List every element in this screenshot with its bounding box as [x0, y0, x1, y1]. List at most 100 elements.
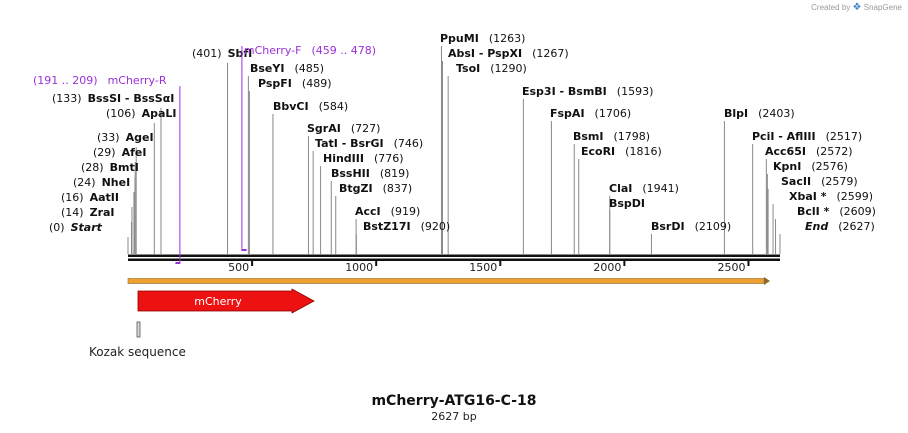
backbone-line-top: [128, 254, 780, 257]
site-position: (29): [93, 146, 116, 159]
site-position: (401): [192, 47, 222, 60]
site-position: (1706): [595, 107, 632, 120]
site-label-bsrdi: BsrDI (2109): [651, 220, 731, 233]
site-label-afei: (29) AfeI: [93, 146, 146, 159]
site-position: (1798): [614, 130, 651, 143]
site-name: EcoRI: [581, 145, 615, 158]
site-label-bsshii: BssHII (819): [331, 167, 409, 180]
site-position: (2579): [821, 175, 858, 188]
site-name: BspDI: [609, 197, 645, 210]
site-position: (2599): [836, 190, 873, 203]
feature-kozak-label: Kozak sequence: [89, 345, 186, 359]
orf-arrowhead: [764, 277, 770, 285]
primer-mark-forward: [241, 249, 247, 251]
site-position: (2517): [826, 130, 863, 143]
site-label-blpi: BlpI (2403): [724, 107, 795, 120]
site-position: (489): [302, 77, 332, 90]
site-name: End: [805, 220, 828, 233]
site-label-bsssi-bsss-i: (133) BssSI - BssSαI: [52, 92, 174, 105]
site-label-btgzi: BtgZI (837): [339, 182, 412, 195]
site-position: (2627): [838, 220, 875, 233]
site-position: (2576): [811, 160, 848, 173]
site-position: (485): [294, 62, 324, 75]
site-name: BmtI: [110, 161, 139, 174]
site-name: PspFI: [258, 77, 292, 90]
backbone-line-bottom: [128, 258, 780, 261]
site-position: (2403): [758, 107, 795, 120]
site-name: BclI *: [797, 205, 830, 218]
site-name: Acc65I: [765, 145, 806, 158]
site-position: (919): [391, 205, 421, 218]
site-position: (1593): [617, 85, 654, 98]
site-name: Esp3I - BsmBI: [522, 85, 607, 98]
credit-prefix: Created by: [811, 3, 851, 12]
site-label-bcli-: BclI * (2609): [797, 205, 876, 218]
site-label-esp3i-bsmbi: Esp3I - BsmBI (1593): [522, 85, 653, 98]
site-name: NheI: [102, 176, 131, 189]
site-name: ClaI: [609, 182, 632, 195]
site-name: SacII: [781, 175, 811, 188]
site-position: (584): [319, 100, 349, 113]
map-title: mCherry-ATG16-C-18: [371, 393, 537, 409]
site-label-fspai: FspAI (1706): [550, 107, 631, 120]
site-label-zrai: (14) ZraI: [61, 206, 115, 219]
site-label-kpni: KpnI (2576): [773, 160, 848, 173]
site-name: HindIII: [323, 152, 364, 165]
site-position: (14): [61, 206, 84, 219]
site-name: BbvCI: [273, 100, 309, 113]
site-label-bstz17i: BstZ17I (920): [363, 220, 450, 233]
site-name: BsrDI: [651, 220, 685, 233]
site-label-hindiii: HindIII (776): [323, 152, 404, 165]
site-name: BlpI: [724, 107, 748, 120]
site-label-pspfi: PspFI (489): [258, 77, 332, 90]
site-label-bbvci: BbvCI (584): [273, 100, 348, 113]
site-position: (2572): [816, 145, 853, 158]
site-position: (0): [49, 221, 65, 234]
site-label-clai: ClaI (1941): [609, 182, 679, 195]
site-position: (920): [421, 220, 451, 233]
site-position: (1263): [489, 32, 526, 45]
feature-mcherry[interactable]: [137, 288, 315, 314]
site-name: SgrAI: [307, 122, 341, 135]
scale-tick-label: 1500: [469, 261, 497, 274]
site-label-bspdi: BspDI: [609, 197, 645, 210]
credit-brand: SnapGene: [863, 3, 902, 12]
map-length: 2627 bp: [431, 410, 477, 423]
site-label-nhei: (24) NheI: [73, 176, 130, 189]
scale-tick-label: 1000: [345, 261, 373, 274]
site-label-acc65i: Acc65I (2572): [765, 145, 853, 158]
primer-name: mCherry-F: [244, 44, 302, 57]
primer-range: (191 .. 209): [33, 74, 98, 87]
site-name: ApaLI: [142, 107, 177, 120]
site-label-aatii: (16) AatII: [61, 191, 119, 204]
site-name: FspAI: [550, 107, 585, 120]
primer-label-forward: mCherry-F (459 .. 478): [244, 44, 376, 57]
site-label-apali: (106) ApaLI: [106, 107, 177, 120]
site-name: KpnI: [773, 160, 801, 173]
site-name: PciI - AflIII: [752, 130, 816, 143]
site-name: ZraI: [90, 206, 115, 219]
site-name: SbfI: [228, 47, 253, 60]
site-label-start: (0) Start: [49, 221, 103, 234]
site-name: XbaI *: [789, 190, 827, 203]
site-position: (16): [61, 191, 84, 204]
site-label-pcii-afliii: PciI - AflIII (2517): [752, 130, 862, 143]
site-name: BtgZI: [339, 182, 373, 195]
site-name: TsoI: [456, 62, 480, 75]
credit: Created by ❖ SnapGene: [811, 2, 902, 13]
site-position: (819): [380, 167, 410, 180]
site-label-bmti: (28) BmtI: [81, 161, 139, 174]
site-label-sgrai: SgrAI (727): [307, 122, 380, 135]
scale-tick-label: 2000: [593, 261, 621, 274]
site-position: (2109): [695, 220, 732, 233]
site-position: (24): [73, 176, 96, 189]
orf-bar: [127, 278, 765, 284]
site-name: BssSI - BssSαI: [88, 92, 175, 105]
site-position: (727): [351, 122, 381, 135]
site-label-tsoi: TsoI (1290): [456, 62, 527, 75]
site-position: (2609): [839, 205, 876, 218]
feature-kozak[interactable]: [136, 321, 141, 338]
site-label-acci: AccI (919): [355, 205, 420, 218]
site-label-agei: (33) AgeI: [97, 131, 154, 144]
